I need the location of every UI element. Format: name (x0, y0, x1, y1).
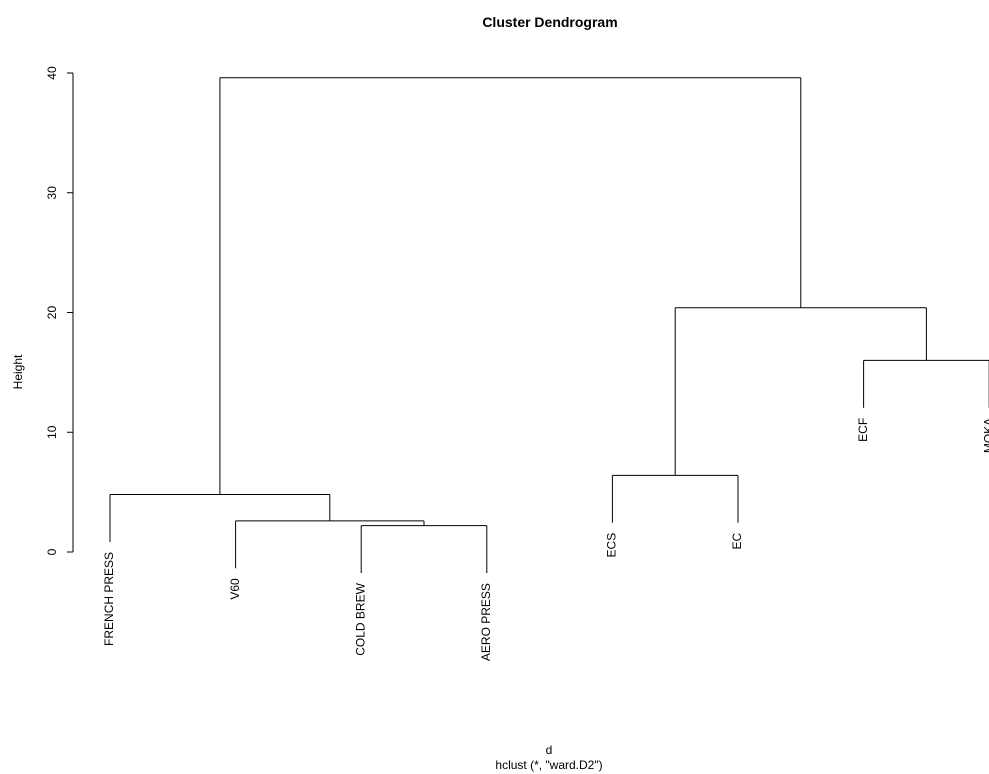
subtitle: hclust (*, "ward.D2") (495, 758, 602, 772)
leaf-label: ECS (605, 533, 619, 558)
y-tick-label: 20 (45, 306, 59, 320)
leaf-label: FRENCH PRESS (102, 552, 116, 646)
y-tick-label: 40 (45, 66, 59, 80)
y-axis-label: Height (11, 354, 25, 389)
x-axis-label: d (546, 743, 553, 757)
leaf-label: ECF (856, 418, 870, 442)
leaf-label: COLD BREW (353, 582, 367, 655)
y-tick-label: 30 (45, 186, 59, 200)
leaf-label: MOKA (981, 418, 989, 453)
leaf-label: V60 (228, 578, 242, 600)
y-tick-label: 10 (45, 425, 59, 439)
leaf-label: EC (730, 532, 744, 549)
leaf-label: AERO PRESS (479, 583, 493, 661)
chart-title: Cluster Dendrogram (482, 14, 617, 30)
y-tick-label: 0 (45, 548, 59, 555)
